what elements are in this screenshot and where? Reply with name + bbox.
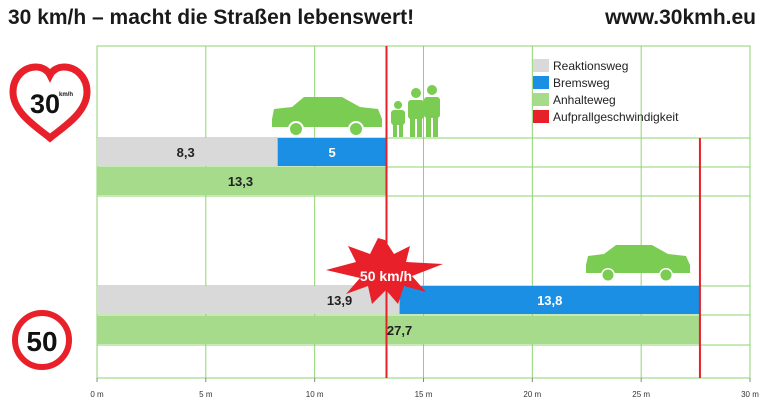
bar-50-bremsweg: [399, 286, 700, 314]
x-tick-label: 10 m: [306, 390, 324, 399]
legend-label-bremsweg: Bremsweg: [553, 76, 610, 90]
legend-swatch-bremsweg: [533, 76, 549, 89]
legend-swatch-anhalteweg: [533, 93, 549, 106]
legend-swatch-reaktionsweg: [533, 59, 549, 72]
label-30-bremsweg: 5: [328, 145, 335, 160]
label-30-reaktionsweg: 8,3: [177, 145, 195, 160]
label-50-reaktionsweg: 13,9: [327, 293, 352, 308]
x-tick-label: 5 m: [199, 390, 213, 399]
x-tick-label: 25 m: [632, 390, 650, 399]
pedestrians-icon: [391, 85, 440, 137]
sign-30-unit: km/h: [59, 92, 73, 98]
sign-30-number: 30: [30, 89, 60, 119]
sign-50-number: 50: [26, 326, 57, 357]
label-30-anhalteweg: 13,3: [228, 174, 253, 189]
bar-30-anhalteweg: [97, 167, 387, 195]
impact-burst: 50 km/h: [326, 238, 443, 304]
heart-icon: [9, 63, 91, 143]
car-icon: [586, 245, 690, 282]
legend: Reaktionsweg Bremsweg Anhalteweg Aufpral…: [533, 59, 679, 124]
bar-30-bremsweg: [277, 138, 387, 166]
x-tick-label: 15 m: [415, 390, 433, 399]
car-icon: [272, 97, 382, 137]
page-title: 30 km/h – macht die Straßen lebenswert!: [8, 6, 415, 29]
speed-sign-50: 50: [12, 310, 72, 370]
x-tick-label: 0 m: [90, 390, 104, 399]
speed-sign-30: 30 km/h: [9, 63, 91, 143]
website-url: www.30kmh.eu: [605, 6, 756, 29]
legend-label-reaktionsweg: Reaktionsweg: [553, 59, 628, 73]
legend-label-anhalteweg: Anhalteweg: [553, 93, 616, 107]
bar-50-anhalteweg: [97, 316, 700, 344]
x-axis-ticks: 0 m 5 m 10 m 15 m 20 m 25 m 30 m: [90, 378, 759, 399]
x-tick-label: 30 m: [741, 390, 759, 399]
legend-label-aufprall: Aufprallgeschwindigkeit: [553, 110, 679, 124]
legend-swatch-aufprall: [533, 110, 549, 123]
bar-30-reaktionsweg: [97, 138, 278, 166]
label-50-anhalteweg: 27,7: [387, 323, 412, 338]
x-tick-label: 20 m: [523, 390, 541, 399]
label-50-bremsweg: 13,8: [537, 293, 562, 308]
burst-label: 50 km/h: [360, 268, 412, 284]
